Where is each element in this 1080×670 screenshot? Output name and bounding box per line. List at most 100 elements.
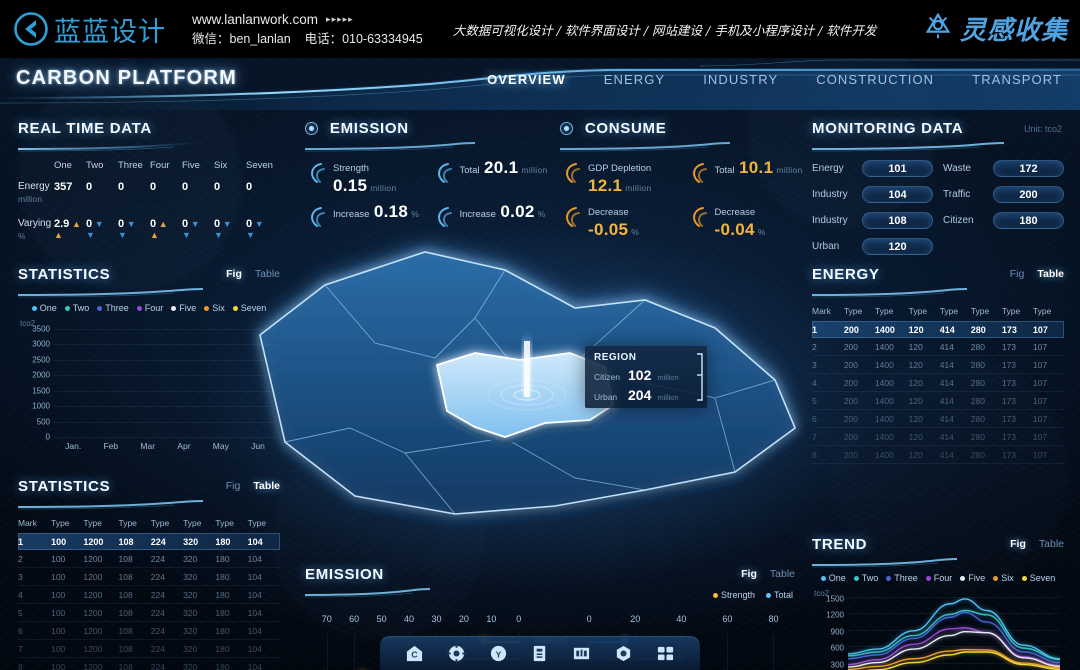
chart-legend: One Two Three Four Five Six Seven <box>18 303 280 313</box>
item-label: Waste <box>943 163 971 174</box>
table-cell: 120 <box>908 413 923 424</box>
toggle-fig[interactable]: Fig <box>741 568 757 580</box>
table-row[interactable]: 7 200 1400 120 414 280 173 107 <box>812 428 1064 446</box>
y-axis-unit: tco2 <box>814 589 830 598</box>
panel-statistics-chart: STATISTICS Fig Table One Two Three Four … <box>18 266 280 451</box>
toggle-table[interactable]: Table <box>254 268 280 280</box>
table-cell: 6 <box>18 625 23 636</box>
chart-icon[interactable] <box>572 644 591 663</box>
table-row[interactable]: 1 200 1400 120 414 280 173 107 <box>812 321 1064 338</box>
bar-jan[interactable] <box>69 428 77 437</box>
nav-item-energy[interactable]: ENERGY <box>603 72 666 87</box>
legend-three[interactable]: Three <box>97 303 129 313</box>
grid-apps-icon[interactable] <box>656 644 675 663</box>
table-cell: 1200 <box>83 571 103 582</box>
legend-five[interactable]: Five <box>960 573 985 583</box>
toggle-table[interactable]: Table <box>253 480 280 492</box>
legend-five[interactable]: Five <box>171 303 196 313</box>
stat-label: Decrease <box>588 207 629 218</box>
main-nav: OVERVIEW ENERGY INDUSTRY CONSTRUCTION TR… <box>487 72 1062 87</box>
emission-bullet-icon <box>305 122 318 135</box>
document-icon[interactable] <box>530 644 549 663</box>
toggle-fig[interactable]: Fig <box>1009 268 1025 280</box>
table-row[interactable]: 7 100 1200 108 224 320 180 104 <box>18 640 280 658</box>
table-cell: 1200 <box>83 607 103 618</box>
gridline <box>773 633 775 670</box>
legend-one[interactable]: One <box>31 303 57 313</box>
table-row[interactable]: 8 200 1400 120 414 280 173 107 <box>812 446 1064 464</box>
legend-six[interactable]: Six <box>204 303 225 313</box>
bar-apr[interactable] <box>180 428 188 437</box>
table-row[interactable]: 8 100 1200 108 224 320 180 104 <box>18 658 280 670</box>
panel-title: EMISSION <box>305 566 384 583</box>
nav-item-transport[interactable]: TRANSPORT <box>972 72 1062 87</box>
item-label: Traffic <box>943 189 971 200</box>
item-label: Urban <box>812 241 840 252</box>
legend-seven[interactable]: Seven <box>1021 573 1055 583</box>
nav-item-industry[interactable]: INDUSTRY <box>703 72 779 87</box>
stat-total: Total 20.1 million <box>432 158 551 196</box>
table-cell: 1200 <box>83 661 103 670</box>
table-cell: 280 <box>970 377 985 388</box>
panel-underline-decoration <box>560 142 731 152</box>
bar-feb[interactable] <box>106 428 114 437</box>
table-cell: 200 <box>843 324 859 335</box>
table-row[interactable]: 3 200 1400 120 414 280 173 107 <box>812 356 1064 374</box>
trend-line-one <box>848 599 1060 659</box>
table-cell: 224 <box>150 643 165 654</box>
region-map[interactable] <box>175 223 875 553</box>
brand-text: 灵感收集 <box>959 16 1068 46</box>
toggle-fig[interactable]: Fig <box>1010 538 1026 550</box>
item-label: Industry <box>812 189 848 200</box>
nav-item-construction[interactable]: CONSTRUCTION <box>816 72 935 87</box>
table-row[interactable]: 6 200 1400 120 414 280 173 107 <box>812 410 1064 428</box>
nav-item-overview[interactable]: OVERVIEW <box>487 72 566 87</box>
legend-four[interactable]: Four <box>925 573 952 583</box>
stat-label: Total <box>714 165 735 176</box>
legend-one[interactable]: One <box>820 573 846 583</box>
table-cell: 173 <box>1001 359 1017 370</box>
bar-may[interactable] <box>217 428 225 437</box>
table-row[interactable]: 2 200 1400 120 414 280 173 107 <box>812 338 1064 356</box>
table-cell: 180 <box>215 607 230 618</box>
table-row[interactable]: 5 100 1200 108 224 320 180 104 <box>18 604 280 622</box>
legend-four[interactable]: Four <box>136 303 163 313</box>
stat-value: 0.15 million <box>333 176 397 195</box>
globe-icon[interactable] <box>614 644 633 663</box>
dashboard-canvas: REGION Citizen 102 million Urban 204 mil… <box>0 58 1080 670</box>
toggle-fig[interactable]: Fig <box>225 480 241 492</box>
table-row[interactable]: 5 200 1400 120 414 280 173 107 <box>812 392 1064 410</box>
legend-two[interactable]: Two <box>853 573 878 583</box>
bar-jun[interactable] <box>254 428 262 437</box>
home-icon[interactable]: C <box>405 644 424 663</box>
col-mark: Mark <box>812 306 831 316</box>
settings-gear-icon[interactable] <box>447 644 467 663</box>
toggle-table[interactable]: Table <box>1038 538 1064 550</box>
table-cell: 414 <box>939 359 954 370</box>
target-icon[interactable]: Y <box>489 644 508 663</box>
toggle-fig[interactable]: Fig <box>226 268 242 280</box>
table-cell: 1200 <box>83 553 103 564</box>
stat-label: Total <box>459 165 480 176</box>
table-row[interactable]: 4 200 1400 120 414 280 173 107 <box>812 374 1064 392</box>
arrow-down-icon: ▼ ▼ <box>246 219 264 240</box>
legend-seven[interactable]: Seven <box>232 303 266 313</box>
table-cell: 100 <box>51 553 66 564</box>
legend-three[interactable]: Three <box>886 573 918 583</box>
toggle-table[interactable]: Table <box>1037 268 1064 280</box>
table-cell: 1200 <box>83 589 103 600</box>
table-row[interactable]: 2 100 1200 108 224 320 180 104 <box>18 550 280 568</box>
swirl-blue-icon <box>305 160 327 186</box>
bar-mar[interactable] <box>143 428 151 437</box>
legend-six[interactable]: Six <box>993 573 1014 583</box>
legend-two[interactable]: Two <box>64 303 89 313</box>
legend-total[interactable]: Total <box>765 590 793 600</box>
toggle-table[interactable]: Table <box>769 568 795 580</box>
panel-underline-decoration <box>812 288 968 298</box>
table-row[interactable]: 6 100 1200 108 224 320 180 104 <box>18 622 280 640</box>
table-row[interactable]: 1 100 1200 108 224 320 180 104 <box>18 533 280 550</box>
table-row[interactable]: 4 100 1200 108 224 320 180 104 <box>18 586 280 604</box>
table-cell: 280 <box>970 449 985 460</box>
table-row[interactable]: 3 100 1200 108 224 320 180 104 <box>18 568 280 586</box>
legend-strength[interactable]: Strength <box>712 590 755 600</box>
